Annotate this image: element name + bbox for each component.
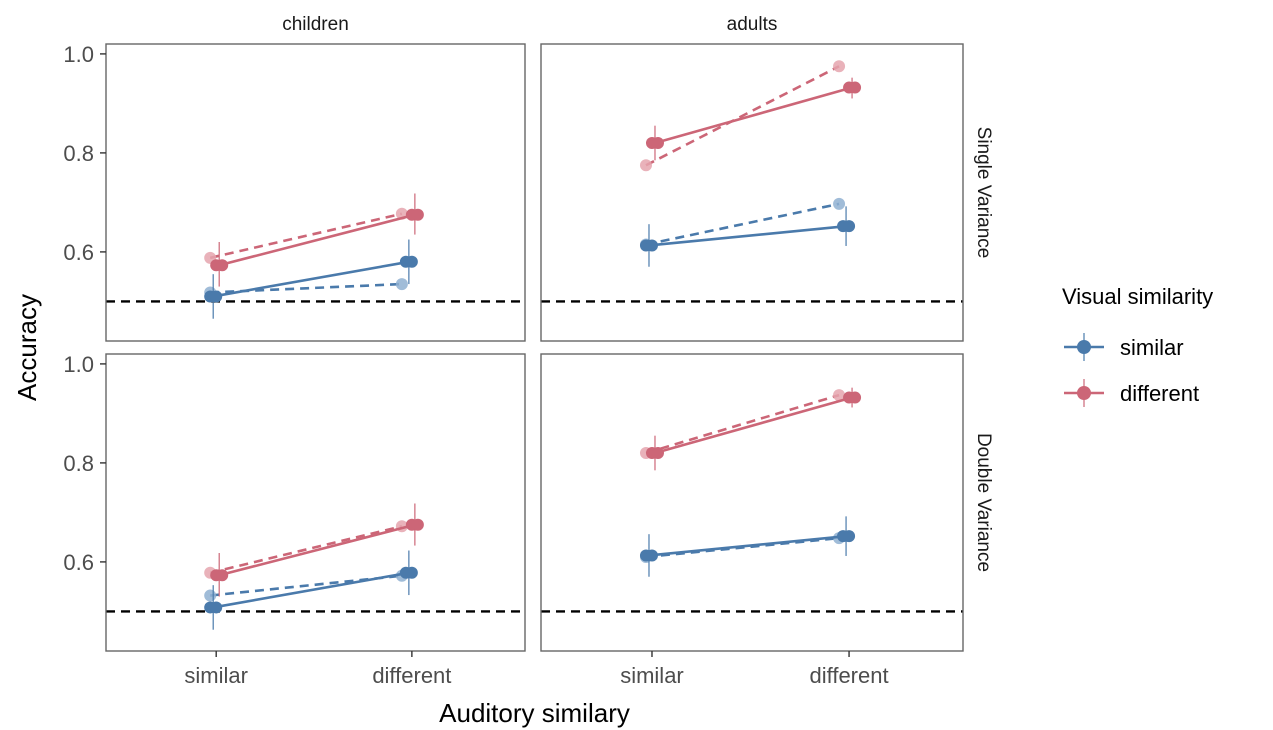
model-line-different [218,213,416,267]
y-tick-label: 0.8 [63,451,94,476]
panel-children-single-variance [105,43,526,342]
panel-children-double-variance [105,353,526,652]
y-tick-labels: 0.6 0.8 1.0 0.6 0.8 1.0 [63,42,106,575]
legend: Visual similarity similar different [1062,284,1213,407]
model-point-different-similar-b [216,259,229,272]
model-point-similar-similar-b [645,239,658,252]
observed-line-different [209,524,403,575]
model-line-similar [212,571,410,609]
model-point-similar-different-b [405,566,418,579]
legend-key-point [1077,386,1091,400]
legend-key-point [1077,340,1091,354]
observed-line-similar [210,574,403,597]
observed-point-different-similar [639,159,652,172]
model-line-similar [648,224,847,247]
y-tick-label: 0.8 [63,141,94,166]
panel-border [105,353,526,652]
panel-border [105,43,526,342]
panel-adults-double-variance [540,353,964,652]
legend-key-similar [1064,333,1104,361]
model-point-different-similar-b [651,447,664,459]
facet-strips: children adults Single Variance Double V… [282,14,994,572]
facet-label-double-variance: Double Variance [973,433,994,572]
observed-point-similar-different [833,197,846,210]
y-axis-title: Accuracy [12,294,42,401]
model-line-different [654,86,853,145]
facet-label-children: children [282,14,349,35]
model-line-different [654,396,853,455]
model-line-similar [648,534,847,557]
model-point-similar-different-b [405,255,418,268]
model-point-similar-similar-b [645,549,658,562]
y-tick-label: 1.0 [63,352,94,377]
x-tick-labels: similar different similar different [184,651,889,688]
model-point-different-different-b [411,208,424,221]
model-point-similar-different-b [843,530,856,543]
observed-point-similar-different [395,278,408,291]
legend-title: Visual similarity [1062,284,1213,309]
model-line-similar [212,260,410,298]
observed-line-different [645,65,840,167]
model-point-different-different-b [849,391,862,404]
legend-label-similar: similar [1120,335,1184,360]
x-tick-label: similar [184,663,248,688]
legend-key-different [1064,379,1104,407]
x-tick-label: similar [620,663,684,688]
model-point-similar-different-b [843,220,856,233]
observed-line-similar [645,202,840,246]
facet-label-adults: adults [727,14,778,35]
x-tick-label: different [810,663,889,688]
model-point-similar-similar-b [210,601,223,614]
x-axis-title: Auditory similary [439,698,630,728]
panel-border [540,43,964,342]
y-tick-label: 0.6 [63,550,94,575]
model-point-similar-similar-b [210,290,223,303]
model-point-different-similar-b [216,569,229,582]
observed-line-different [645,393,840,455]
y-tick-label: 0.6 [63,240,94,265]
observed-point-different-different [833,389,846,402]
model-point-different-different-b [411,518,424,531]
panel-border [540,353,964,652]
panels [105,43,964,652]
y-tick-label: 1.0 [63,42,94,67]
observed-point-similar-similar [204,589,217,602]
panel-adults-single-variance [540,43,964,342]
model-point-different-different-b [849,81,862,94]
x-tick-label: different [372,663,451,688]
model-point-different-similar-b [651,137,664,149]
facet-label-single-variance: Single Variance [973,127,994,259]
observed-line-different [209,212,403,260]
observed-point-different-different [833,60,846,73]
legend-label-different: different [1120,381,1199,406]
model-line-different [218,523,416,577]
